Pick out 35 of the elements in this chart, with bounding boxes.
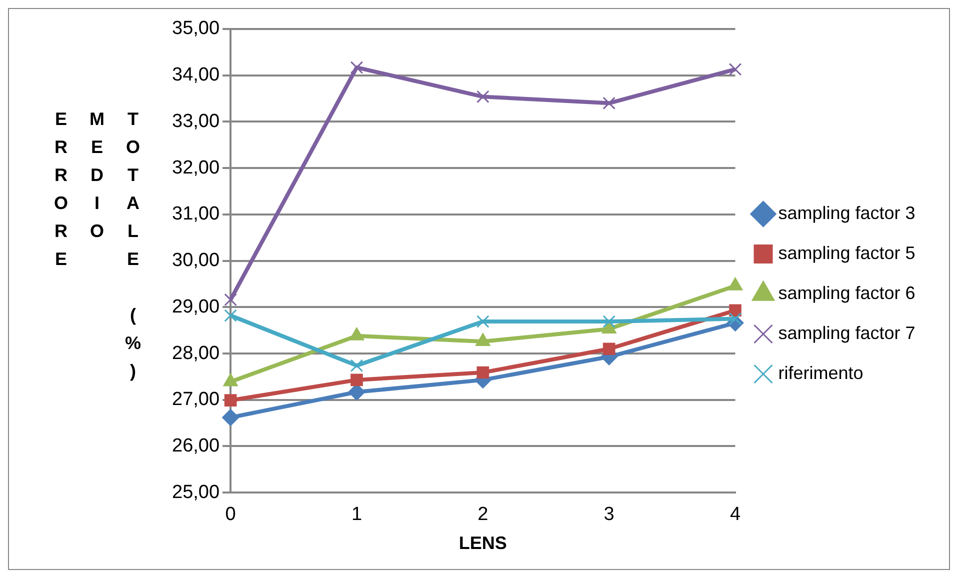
y-tick-label: 32,00 — [172, 157, 220, 178]
x-tick-label: 2 — [478, 504, 488, 526]
legend-label: sampling factor 6 — [778, 282, 916, 303]
point — [728, 62, 742, 76]
y-tick-label: 31,00 — [172, 204, 220, 225]
y-tick-label: 29,00 — [172, 296, 220, 318]
point — [222, 408, 240, 426]
point — [350, 374, 363, 386]
y-tick-label: 27,00 — [172, 389, 220, 410]
legend-label: sampling factor 7 — [778, 322, 916, 343]
y-tick-label: 26,00 — [172, 435, 220, 456]
x-tick-label: 0 — [225, 504, 236, 526]
point — [476, 90, 490, 104]
y-tick-label: 35,00 — [172, 18, 220, 40]
y-tick-label: 33,00 — [172, 110, 220, 132]
x-tick-label: 1 — [351, 504, 362, 526]
legend-label: sampling factor 5 — [778, 242, 916, 263]
point — [476, 315, 490, 328]
point — [476, 366, 490, 379]
x-axis-title: LENS — [458, 533, 507, 554]
point — [602, 315, 616, 328]
legend-label: sampling factor 3 — [778, 202, 916, 223]
point — [350, 61, 364, 74]
y-tick-label: 28,00 — [172, 342, 220, 364]
legend-label: riferimento — [778, 362, 864, 383]
x-tick-label: 3 — [604, 504, 614, 526]
y-tick-label: 25,00 — [172, 482, 220, 503]
point — [224, 309, 237, 322]
y-axis-title: ERRORE MEDIO TOTALE (%) — [50, 109, 144, 391]
point — [350, 359, 364, 372]
point — [602, 342, 616, 356]
y-tick-label: 30,00 — [172, 250, 220, 272]
point — [602, 96, 616, 110]
y-tick-label: 34,00 — [172, 64, 220, 86]
x-tick-label: 4 — [730, 504, 741, 526]
